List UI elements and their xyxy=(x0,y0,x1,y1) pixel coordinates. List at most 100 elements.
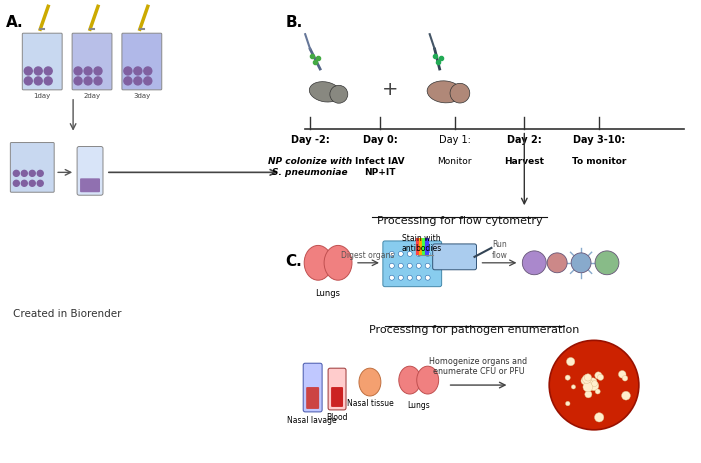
Circle shape xyxy=(44,78,52,86)
Text: Infect IAV
NP+IT: Infect IAV NP+IT xyxy=(355,157,404,176)
Text: Harvest: Harvest xyxy=(504,157,544,166)
Circle shape xyxy=(34,78,42,86)
Circle shape xyxy=(29,171,35,177)
Circle shape xyxy=(84,68,92,76)
Text: Day 1:: Day 1: xyxy=(439,134,470,144)
FancyBboxPatch shape xyxy=(331,387,343,407)
Circle shape xyxy=(134,68,142,76)
Circle shape xyxy=(622,375,628,381)
FancyBboxPatch shape xyxy=(306,387,319,409)
Circle shape xyxy=(571,253,591,273)
Circle shape xyxy=(416,275,421,281)
Circle shape xyxy=(416,252,421,257)
Circle shape xyxy=(13,171,20,177)
Circle shape xyxy=(84,78,92,86)
Circle shape xyxy=(522,251,546,275)
Circle shape xyxy=(144,78,152,86)
Circle shape xyxy=(124,68,132,76)
Ellipse shape xyxy=(399,366,421,394)
Text: 1day: 1day xyxy=(34,93,51,99)
Circle shape xyxy=(37,181,43,187)
Circle shape xyxy=(547,253,567,273)
Circle shape xyxy=(583,375,591,384)
Circle shape xyxy=(25,68,32,76)
Circle shape xyxy=(595,389,600,394)
Circle shape xyxy=(583,382,593,392)
Circle shape xyxy=(566,358,575,366)
Circle shape xyxy=(407,264,412,269)
Circle shape xyxy=(389,264,395,269)
Circle shape xyxy=(594,372,602,379)
Circle shape xyxy=(398,252,403,257)
Circle shape xyxy=(589,378,597,386)
Circle shape xyxy=(389,275,395,281)
Circle shape xyxy=(74,78,82,86)
Text: A.: A. xyxy=(6,15,24,30)
Circle shape xyxy=(566,401,570,406)
Circle shape xyxy=(549,341,639,430)
FancyBboxPatch shape xyxy=(433,244,477,270)
Text: Day 3-10:: Day 3-10: xyxy=(573,134,625,144)
Ellipse shape xyxy=(304,246,332,281)
FancyBboxPatch shape xyxy=(72,34,112,91)
Text: Created in Biorender: Created in Biorender xyxy=(13,308,122,318)
Circle shape xyxy=(585,391,592,398)
Circle shape xyxy=(124,78,132,86)
Text: Processing for pathogen enumeration: Processing for pathogen enumeration xyxy=(369,325,580,335)
FancyBboxPatch shape xyxy=(11,143,54,193)
Text: Blood: Blood xyxy=(326,412,348,421)
Circle shape xyxy=(34,68,42,76)
Text: Day 2:: Day 2: xyxy=(507,134,542,144)
Circle shape xyxy=(565,375,571,381)
Text: C.: C. xyxy=(285,253,302,268)
Circle shape xyxy=(589,381,599,391)
Text: Nasal tissue: Nasal tissue xyxy=(346,398,393,407)
Text: 3day: 3day xyxy=(133,93,151,99)
Circle shape xyxy=(426,275,430,281)
Circle shape xyxy=(595,251,619,275)
FancyBboxPatch shape xyxy=(80,179,100,193)
Text: Monitor: Monitor xyxy=(437,157,472,166)
Circle shape xyxy=(416,264,421,269)
Text: Stain with
antibodies: Stain with antibodies xyxy=(402,233,442,253)
Circle shape xyxy=(398,264,403,269)
Circle shape xyxy=(21,171,27,177)
Circle shape xyxy=(594,413,604,422)
Circle shape xyxy=(134,78,142,86)
Text: NP colonize with
S. pneumoniae: NP colonize with S. pneumoniae xyxy=(268,157,352,176)
FancyBboxPatch shape xyxy=(304,363,322,412)
Text: Nasal lavage: Nasal lavage xyxy=(287,415,337,424)
Circle shape xyxy=(21,181,27,187)
Text: Lungs: Lungs xyxy=(315,288,341,297)
Circle shape xyxy=(571,385,576,389)
Ellipse shape xyxy=(324,246,352,281)
Text: Processing for flow cytometry: Processing for flow cytometry xyxy=(376,216,543,225)
Circle shape xyxy=(25,78,32,86)
Circle shape xyxy=(587,387,592,391)
Ellipse shape xyxy=(416,366,439,394)
FancyBboxPatch shape xyxy=(22,34,62,91)
Circle shape xyxy=(44,68,52,76)
Text: +: + xyxy=(381,80,398,99)
Circle shape xyxy=(426,264,430,269)
Text: Homogenize organs and
enumerate CFU or PFU: Homogenize organs and enumerate CFU or P… xyxy=(430,356,528,375)
Circle shape xyxy=(389,252,395,257)
Circle shape xyxy=(592,381,597,387)
Circle shape xyxy=(144,68,152,76)
Circle shape xyxy=(597,375,604,381)
Circle shape xyxy=(398,275,403,281)
Circle shape xyxy=(581,377,589,385)
Text: Day 0:: Day 0: xyxy=(362,134,397,144)
Text: Digest organs: Digest organs xyxy=(341,250,395,259)
Text: 2day: 2day xyxy=(83,93,100,99)
Circle shape xyxy=(407,275,412,281)
FancyBboxPatch shape xyxy=(383,241,442,287)
Text: To monitor: To monitor xyxy=(572,157,626,166)
FancyBboxPatch shape xyxy=(328,369,346,410)
Circle shape xyxy=(426,252,430,257)
Ellipse shape xyxy=(359,369,381,396)
Circle shape xyxy=(622,391,630,400)
Text: Lungs: Lungs xyxy=(407,400,430,409)
Circle shape xyxy=(37,171,43,177)
Ellipse shape xyxy=(309,82,341,103)
